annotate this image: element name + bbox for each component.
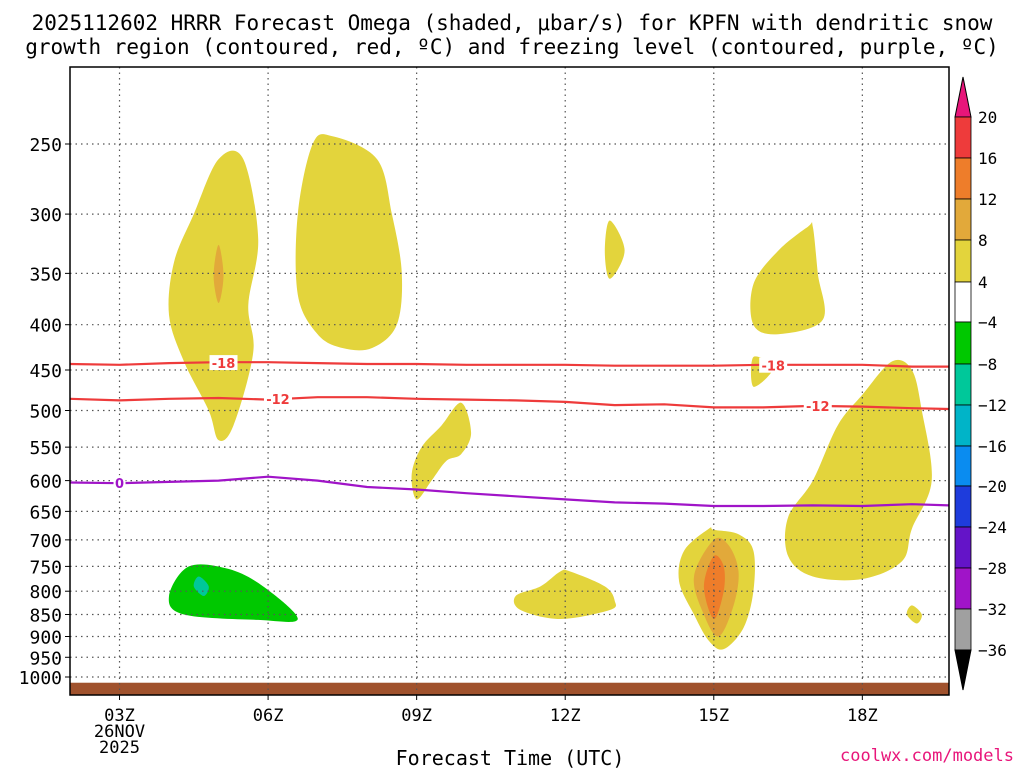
contour-label-bg: [803, 397, 832, 413]
omega-region-4: [604, 220, 625, 279]
colorbar-label-10: −24: [978, 518, 1007, 537]
x-tick-label-06Z: 06Z: [253, 706, 284, 726]
colorbar-bin-2: [954, 157, 972, 200]
x-tick-label-15Z: 15Z: [698, 706, 729, 726]
x-tick-label-18Z: 18Z: [847, 706, 878, 726]
x-tick-label-12Z: 12Z: [550, 706, 581, 726]
pressure-axis: 2503003504004505005506006507007508008509…: [19, 135, 70, 689]
omega-region-15: [493, 171, 556, 456]
y-tick-label-650: 650: [29, 502, 62, 523]
y-tick-label-800: 800: [29, 582, 62, 603]
contour-0C: [70, 475, 949, 508]
omega-region-5: [750, 222, 825, 335]
colorbar-bin-6: [954, 321, 972, 365]
omega-region-8: [906, 605, 922, 624]
contour-label--12C-0: -12: [266, 393, 290, 408]
colorbar-label-0: 20: [978, 108, 997, 127]
colorbar-bin-13: [954, 608, 972, 651]
colorbar-bin-12: [954, 567, 972, 610]
colorbar-label-12: −32: [978, 600, 1007, 619]
colorbar-label-13: −36: [978, 641, 1007, 660]
x-tick-year: 2025: [99, 738, 140, 758]
contour-label--18C-1: -18: [761, 360, 785, 375]
x-axis-label: Forecast Time (UTC): [396, 746, 625, 768]
contour-labels: -18 -18 -12 -12 0: [113, 355, 832, 492]
y-tick-label-900: 900: [29, 627, 62, 648]
y-tick-label-550: 550: [29, 438, 62, 459]
omega-region-19: [135, 452, 363, 656]
colorbar-bin-10: [954, 485, 972, 528]
omega-region-9: [513, 569, 617, 619]
contour-label-bg: [759, 357, 788, 373]
y-tick-label-250: 250: [29, 135, 62, 156]
omega-region-13: [97, 343, 140, 470]
colorbar-bin-7: [954, 363, 972, 406]
omega-region-14: [866, 67, 894, 274]
y-tick-label-850: 850: [29, 606, 62, 627]
y-tick-label-400: 400: [29, 316, 62, 337]
chart-title-line1: 2025112602 HRRR Forecast Omega (shaded, …: [32, 11, 993, 35]
contour-label-0C-0: 0: [115, 477, 124, 492]
colorbar-bin-11: [954, 526, 972, 569]
colorbar-bin-3: [954, 198, 972, 241]
colorbar-bottom-arrow: [954, 649, 972, 691]
omega-region-12: [703, 555, 725, 620]
colorbar-label-1: 16: [978, 149, 997, 168]
colorbar-label-9: −20: [978, 477, 1007, 496]
x-tick-label-09Z: 09Z: [401, 706, 432, 726]
y-tick-label-350: 350: [29, 264, 62, 285]
omega-shading: [97, 67, 949, 674]
chart-title-line2: growth region (contoured, red, ºC) and f…: [25, 35, 999, 59]
colorbar-bin-5: [954, 281, 972, 323]
colorbar-label-8: −16: [978, 437, 1007, 456]
omega-region-23: [806, 663, 869, 673]
colorbar-label-6: −8: [978, 355, 997, 374]
omega-region-18: [936, 471, 949, 592]
colorbar-label-3: 8: [978, 231, 988, 250]
colorbar-bin-8: [954, 404, 972, 447]
y-tick-label-300: 300: [29, 205, 62, 226]
watermark: coolwx.com/models: [840, 746, 1014, 766]
omega-colorbar: 20 16 12 8 4 −4 −8 −12 −16 −20 −24 −28 −32 −36: [954, 76, 1007, 691]
colorbar-label-4: 4: [978, 273, 988, 292]
y-tick-label-950: 950: [29, 648, 62, 669]
chart-title: 2025112602 HRRR Forecast Omega (shaded, …: [25, 11, 999, 59]
contour-label-bg: [263, 390, 292, 406]
contour-label-bg: [113, 475, 126, 491]
colorbar-bin-1: [954, 116, 972, 159]
omega-region-16: [584, 399, 620, 518]
plot-frame: [69, 66, 950, 696]
x-tick-label-03Z: 03Z: [104, 706, 135, 726]
colorbar-label-11: −28: [978, 559, 1007, 578]
colorbar-bin-9: [954, 445, 972, 487]
colorbar-label-2: 12: [978, 190, 997, 209]
colorbar-label-5: −4: [978, 313, 997, 332]
omega-region-22: [469, 627, 680, 674]
x-tick-date: 26NOV: [94, 722, 145, 742]
y-tick-label-750: 750: [29, 557, 62, 578]
omega-region-3: [411, 402, 472, 500]
colorbar-bin-4: [954, 239, 972, 283]
contour-label--12C-1: -12: [806, 400, 830, 415]
colorbar-top-arrow: [954, 76, 972, 118]
y-tick-label-450: 450: [29, 361, 62, 382]
omega-region-2: [295, 134, 403, 351]
ground-bar: [70, 682, 949, 695]
contour-label-bg: [209, 355, 238, 371]
y-tick-label-700: 700: [29, 531, 62, 552]
contour-label--18C-0: -18: [212, 357, 236, 372]
y-tick-label-600: 600: [29, 472, 62, 493]
colorbar-label-7: −12: [978, 396, 1007, 415]
ground-surface: [70, 682, 949, 695]
y-tick-label-1000: 1000: [19, 668, 62, 689]
grid-lines: [70, 67, 949, 695]
y-tick-label-500: 500: [29, 402, 62, 423]
omega-region-7: [784, 359, 932, 581]
